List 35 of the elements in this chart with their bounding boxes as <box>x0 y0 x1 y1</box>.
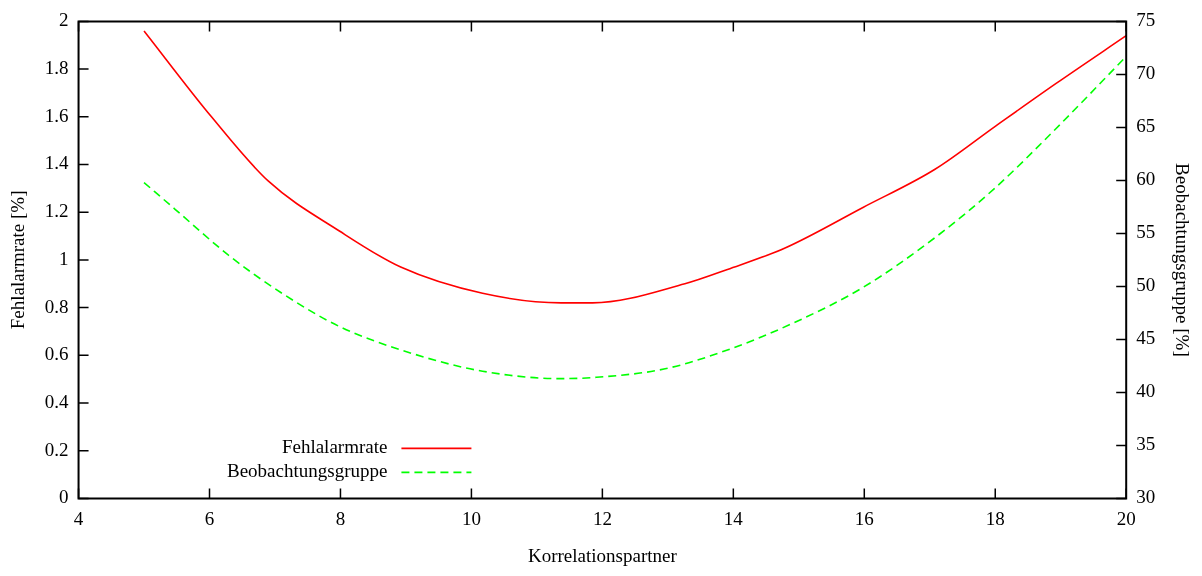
x-tick-label: 4 <box>73 507 84 529</box>
y2-tick-label: 75 <box>1136 9 1156 31</box>
legend-label: Fehlalarmrate <box>281 436 388 458</box>
y2-axis-title: Beobachtungsgruppe [%] <box>1171 163 1193 357</box>
y2-tick-label: 65 <box>1136 115 1156 137</box>
legend-label: Beobachtungsgruppe <box>227 460 388 482</box>
x-tick-label: 10 <box>461 507 481 529</box>
y2-tick-label: 50 <box>1136 274 1156 296</box>
y-tick-label: 1.4 <box>44 152 70 174</box>
y-tick-label: 1.6 <box>44 104 69 126</box>
y-tick-label: 2 <box>59 9 69 31</box>
x-axis-title: Korrelationspartner <box>527 544 678 566</box>
y2-tick-label: 45 <box>1136 327 1156 349</box>
y2-tick-label: 55 <box>1136 221 1156 243</box>
x-tick-label: 12 <box>592 507 612 529</box>
y2-tick-label: 35 <box>1136 433 1156 455</box>
y-tick-label: 0 <box>59 486 69 508</box>
y2-tick-label: 30 <box>1136 486 1156 508</box>
y-tick-label: 1.2 <box>44 200 69 222</box>
y-tick-label: 0.4 <box>44 390 70 412</box>
x-tick-label: 18 <box>985 507 1005 529</box>
y-tick-label: 1 <box>59 247 69 269</box>
y2-tick-label: 60 <box>1136 168 1156 190</box>
y-tick-label: 1.8 <box>44 57 69 79</box>
x-tick-label: 14 <box>723 507 744 529</box>
y2-tick-label: 40 <box>1136 380 1156 402</box>
x-tick-label: 8 <box>335 507 346 529</box>
y-tick-label: 0.8 <box>44 295 69 317</box>
y-tick-label: 0.2 <box>44 438 69 460</box>
y-tick-label: 0.6 <box>44 343 69 365</box>
x-tick-label: 6 <box>204 507 215 529</box>
x-tick-label: 20 <box>1116 507 1136 529</box>
x-tick-label: 16 <box>854 507 874 529</box>
y2-tick-label: 70 <box>1136 62 1156 84</box>
y-axis-title: Fehlalarmrate [%] <box>7 190 29 330</box>
